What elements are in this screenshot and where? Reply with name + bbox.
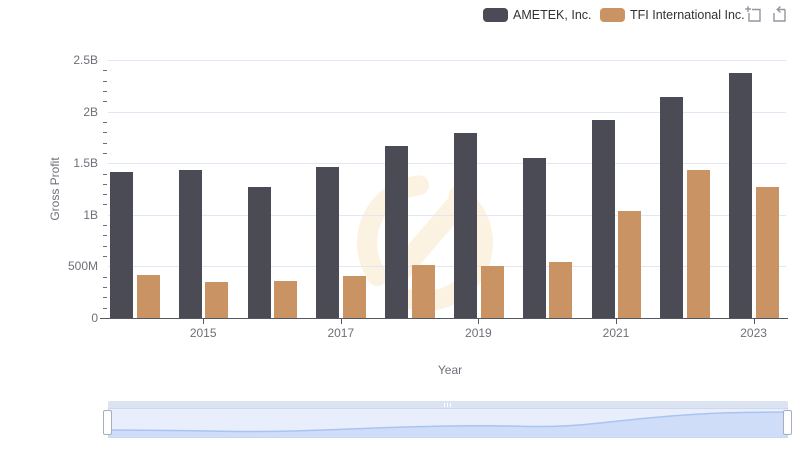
y-minor-tick bbox=[103, 173, 107, 175]
y-minor-tick bbox=[103, 90, 107, 92]
bar-tfi-2023[interactable] bbox=[755, 187, 779, 318]
bar-ametek-2016[interactable] bbox=[247, 186, 271, 318]
slider-left-handle[interactable] bbox=[103, 410, 112, 435]
y-minor-tick bbox=[103, 152, 107, 154]
grip-icon bbox=[446, 402, 448, 407]
bar-ametek-2015[interactable] bbox=[178, 170, 202, 318]
data-zoom-slider[interactable] bbox=[103, 401, 792, 438]
y-minor-tick bbox=[103, 256, 107, 258]
y-tick-label: 500M bbox=[67, 259, 98, 274]
x-tick-label: 2015 bbox=[189, 326, 217, 340]
bar-tfi-2015[interactable] bbox=[205, 281, 229, 318]
y-minor-tick bbox=[103, 121, 107, 123]
x-tick-label: 2019 bbox=[465, 326, 492, 340]
legend-item-tfi[interactable]: TFI International Inc. bbox=[630, 8, 745, 22]
bar-ametek-2020[interactable] bbox=[522, 158, 546, 318]
legend-swatch-ametek[interactable] bbox=[483, 8, 508, 22]
y-tick-label: 2.5B bbox=[73, 53, 98, 67]
slider-preview-area bbox=[108, 411, 788, 437]
y-minor-tick bbox=[103, 142, 107, 144]
y-tick-label: 2B bbox=[83, 104, 98, 119]
legend-swatch-tfi[interactable] bbox=[600, 8, 625, 22]
x-axis-tick bbox=[478, 319, 480, 324]
grip-icon bbox=[443, 402, 445, 407]
y-tick-label: 1B bbox=[83, 207, 98, 222]
legend-item-ametek[interactable]: AMETEK, Inc. bbox=[513, 8, 592, 22]
plot-area bbox=[100, 60, 788, 319]
bar-tfi-2020[interactable] bbox=[549, 261, 573, 318]
y-minor-tick bbox=[103, 276, 107, 278]
bar-tfi-2016[interactable] bbox=[274, 280, 298, 318]
restore-icon[interactable] bbox=[769, 5, 789, 25]
bar-tfi-2014[interactable] bbox=[136, 275, 160, 318]
y-minor-tick bbox=[103, 225, 107, 227]
x-tick-label: 2021 bbox=[602, 326, 630, 340]
bar-ametek-2022[interactable] bbox=[660, 96, 684, 318]
bar-ametek-2018[interactable] bbox=[385, 146, 409, 318]
y-tick-label: 1.5B bbox=[73, 156, 98, 171]
y-minor-tick bbox=[103, 297, 107, 299]
x-axis-tick bbox=[753, 319, 755, 324]
bar-ametek-2014[interactable] bbox=[109, 172, 133, 318]
y-axis-title: Gross Profit bbox=[48, 157, 62, 221]
y-minor-tick bbox=[103, 80, 107, 82]
slider-right-handle[interactable] bbox=[783, 410, 792, 435]
x-axis-tick bbox=[340, 319, 342, 324]
x-axis-tick bbox=[203, 319, 205, 324]
gridline bbox=[108, 60, 786, 61]
bar-tfi-2018[interactable] bbox=[411, 265, 435, 318]
y-minor-tick bbox=[103, 287, 107, 289]
gridline bbox=[108, 163, 786, 165]
bar-ametek-2023[interactable] bbox=[729, 72, 753, 318]
y-minor-tick bbox=[103, 70, 107, 72]
gridline bbox=[108, 111, 786, 113]
y-tick-label: 0 bbox=[91, 311, 98, 325]
x-tick-label: 2023 bbox=[740, 326, 767, 340]
y-minor-tick bbox=[103, 245, 107, 247]
grip-icon bbox=[449, 402, 451, 407]
y-minor-tick bbox=[103, 235, 107, 237]
bar-ametek-2019[interactable] bbox=[453, 132, 477, 318]
slider-move-strip[interactable] bbox=[108, 401, 788, 408]
x-tick-label: 2017 bbox=[327, 326, 355, 340]
slider-track[interactable] bbox=[108, 408, 788, 438]
bar-ametek-2021[interactable] bbox=[591, 120, 615, 318]
x-axis-title: Year bbox=[437, 363, 463, 377]
y-minor-tick bbox=[103, 307, 107, 309]
bar-tfi-2021[interactable] bbox=[618, 211, 642, 318]
bar-tfi-2019[interactable] bbox=[480, 265, 504, 318]
y-minor-tick bbox=[103, 204, 107, 206]
y-minor-tick bbox=[103, 132, 107, 134]
gridline bbox=[108, 214, 786, 216]
y-minor-tick bbox=[103, 183, 107, 185]
gridline bbox=[108, 266, 786, 268]
y-minor-tick bbox=[103, 101, 107, 103]
x-axis-tick bbox=[616, 319, 617, 324]
data-zoom-icon[interactable] bbox=[744, 5, 764, 25]
bar-tfi-2017[interactable] bbox=[343, 276, 366, 318]
bar-ametek-2017[interactable] bbox=[316, 167, 340, 318]
bar-tfi-2022[interactable] bbox=[687, 170, 710, 318]
y-minor-tick bbox=[103, 194, 107, 196]
